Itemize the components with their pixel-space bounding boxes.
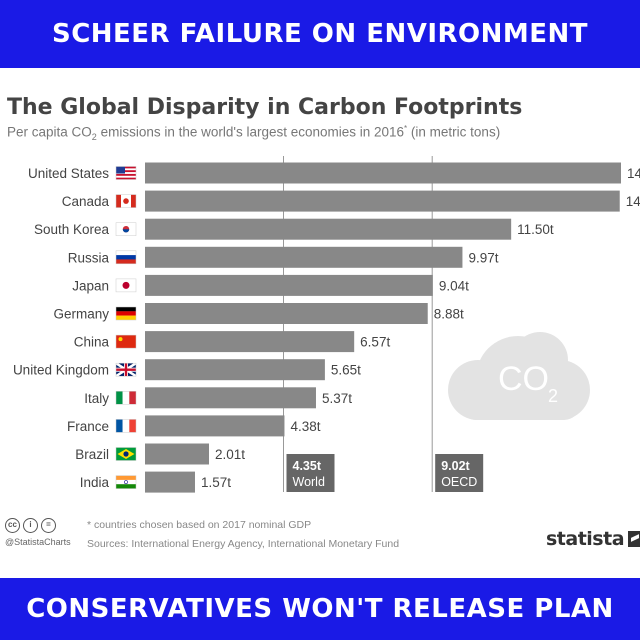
category-label: Canada [62,194,110,209]
bar [145,443,209,465]
reference-value-world: 4.35t [293,459,322,473]
attribution-icon: i [23,518,38,533]
co2-cloud-icon: CO 2 [448,332,590,420]
value-label: 5.65t [331,363,361,378]
bar [145,218,512,240]
chart: CO2 United States 14.95t Canada 14.91t South … [13,156,640,493]
bar [145,246,463,268]
category-label: Brazil [75,447,109,462]
value-label: 5.37t [322,391,352,406]
reference-value-oecd: 9.02t [441,459,470,473]
flag-kr-icon [115,222,137,236]
value-label: 2.01t [215,447,245,462]
value-label: 6.57t [360,335,390,350]
reference-name-world: World [293,475,325,489]
co2-watermark-text: CO [498,360,549,398]
value-label: 8.88t [434,307,464,322]
co2-watermark-subscript: 2 [548,386,558,406]
flag-it-icon [115,391,137,405]
statista-logo[interactable]: statista [546,528,640,550]
chart-subtitle: Per capita CO2 emissions in the world's … [7,124,501,143]
bar [145,387,316,409]
value-label: 4.38t [290,419,320,434]
flag-ca-icon [115,194,137,208]
top-banner: SCHEER FAILURE ON ENVIRONMENT [0,0,640,68]
reference-marker-world [286,454,335,492]
flag-fr-icon [115,419,137,433]
bar [145,274,433,296]
flag-cn-icon [115,334,137,349]
category-label: Japan [72,278,109,293]
bar [145,415,285,437]
category-label: France [67,419,109,434]
bar [145,190,620,212]
chart-card: CO2 United States 14.95t Canada 14.91t South … [0,68,640,578]
flag-us-icon [115,166,137,180]
no-derivatives-icon: = [41,518,56,533]
category-label: Italy [84,391,109,406]
category-label: United States [28,166,109,181]
chart-title: The Global Disparity in Carbon Footprint… [7,95,523,120]
flag-ru-icon [115,250,137,265]
category-label: Germany [53,307,109,322]
statista-logo-icon [628,531,640,547]
category-label: India [80,475,110,490]
value-label: 1.57t [201,475,231,490]
reference-name-oecd: OECD [441,475,477,489]
flag-in-icon [115,475,137,489]
flag-uk-icon [115,362,137,378]
sources: Sources: International Energy Agency, In… [87,538,400,550]
cc-icon: cc [5,518,20,533]
bar [145,162,621,184]
value-label: 9.04t [439,278,469,293]
category-label: United Kingdom [13,363,109,378]
flag-br-icon [115,447,137,461]
bar [145,471,195,493]
bar [145,303,428,324]
category-label: China [74,335,110,350]
category-label: South Korea [34,222,110,237]
value-label: 9.97t [468,250,498,265]
statista-handle[interactable]: @StatistaCharts [5,537,71,547]
bottom-banner: CONSERVATIVES WON'T RELEASE PLAN [0,578,640,640]
value-label: 14.95t [627,166,640,181]
bar [145,359,325,381]
license-icons: cc i = [5,518,56,533]
flag-jp-icon [115,278,137,293]
value-label: 14.91t [626,194,640,209]
footnote: * countries chosen based on 2017 nominal… [87,519,312,531]
category-label: Russia [68,250,110,265]
flag-de-icon [115,306,137,321]
value-label: 11.50t [517,222,554,237]
reference-marker-oecd [435,454,484,492]
bar [145,331,355,353]
